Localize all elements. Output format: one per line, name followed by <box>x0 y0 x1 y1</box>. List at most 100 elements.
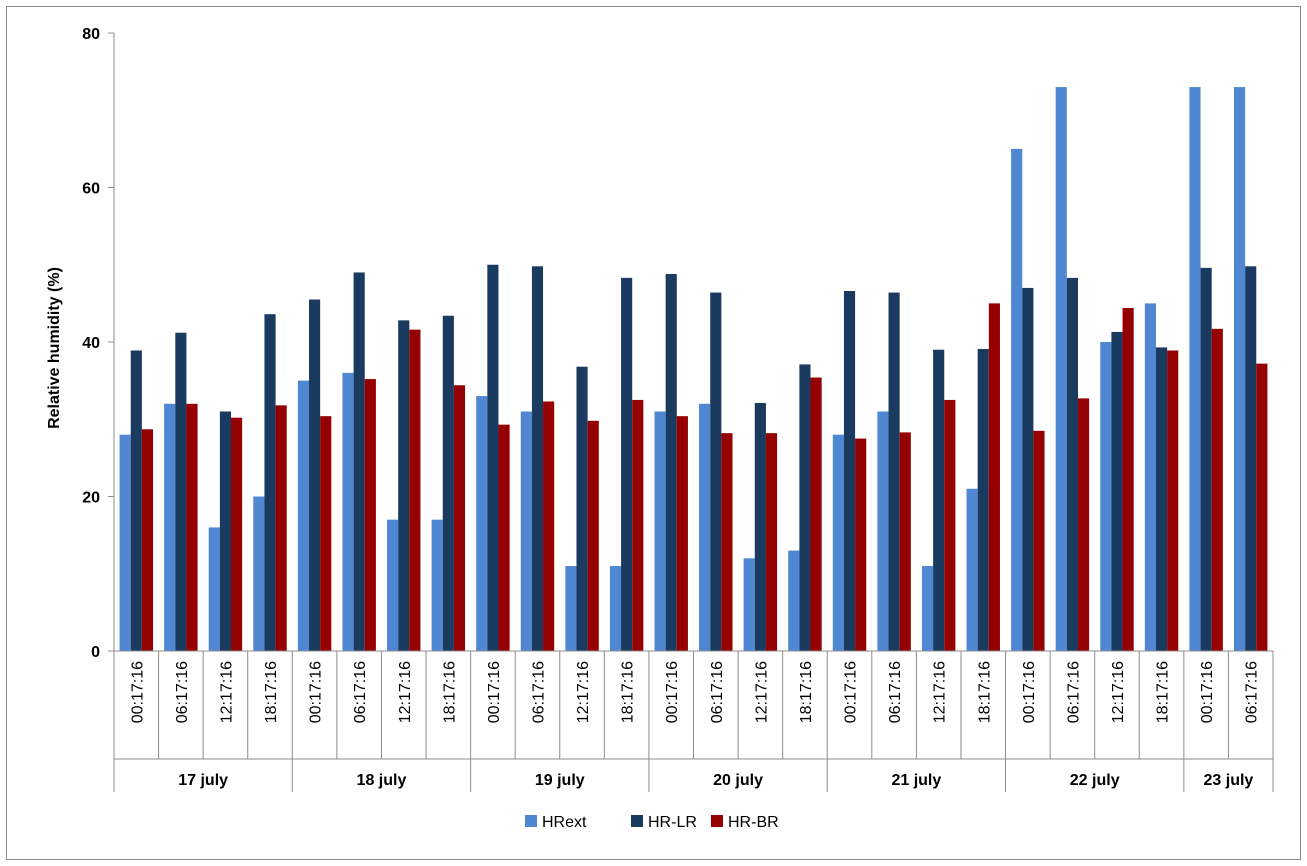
category-label-group: 06:17:16 <box>709 661 726 723</box>
category-label-group: 12:17:16 <box>218 661 235 723</box>
y-tick-label: 40 <box>82 335 100 352</box>
bar-hr-lr <box>754 403 766 651</box>
legend: HRext HR-LR HR-BR <box>525 814 779 831</box>
bar-hr-lr <box>353 272 365 651</box>
category-label-group: 00:17:16 <box>843 661 860 723</box>
bar-hr-lr <box>442 315 454 651</box>
bar-hr-lr <box>487 264 499 651</box>
y-axis-title: Relative humidity (%) <box>46 267 63 429</box>
category-label-group: 12:17:16 <box>575 661 592 723</box>
category-label-group: 18:17:16 <box>263 661 280 723</box>
category-label: 12:17:16 <box>397 661 414 723</box>
legend-label: HRext <box>542 814 587 831</box>
bar-hrext <box>1055 87 1067 651</box>
bar-hr-lr <box>1155 347 1168 651</box>
bar-hrext <box>921 566 934 651</box>
bar-hrext <box>654 411 666 651</box>
category-label: 06:17:16 <box>174 661 191 723</box>
bar-hrext <box>1233 87 1246 651</box>
category-label: 00:17:16 <box>664 661 681 723</box>
category-label: 12:17:16 <box>932 661 949 723</box>
category-label: 18:17:16 <box>976 661 993 723</box>
bar-hr-lr <box>531 266 544 651</box>
y-tick-label: 0 <box>91 644 100 661</box>
bars <box>119 87 1268 651</box>
bar-hr-lr <box>309 299 321 651</box>
bar-hr-lr <box>1200 267 1212 651</box>
bar-hrext <box>387 519 399 651</box>
category-label: 00:17:16 <box>843 661 860 723</box>
category-label-group: 18:17:16 <box>798 661 815 723</box>
category-label-group: 00:17:16 <box>129 661 146 723</box>
y-tick-label: 60 <box>82 181 100 198</box>
y-axis-title-group: Relative humidity (%) <box>46 267 63 429</box>
bar-hrext <box>520 411 532 651</box>
category-label: 12:17:16 <box>753 661 770 723</box>
bar-hr-lr <box>665 274 677 651</box>
bar-hr-br <box>587 420 599 651</box>
bar-hrext <box>253 496 265 651</box>
bar-hr-br <box>810 377 822 651</box>
bar-hrext <box>1144 303 1156 651</box>
bar-hrext <box>119 434 131 651</box>
category-label-group: 12:17:16 <box>1110 661 1127 723</box>
bar-hrext <box>877 411 889 651</box>
category-label: 06:17:16 <box>709 661 726 723</box>
category-label-group: 06:17:16 <box>352 661 369 723</box>
bar-hr-br <box>676 416 688 651</box>
category-label: 12:17:16 <box>575 661 592 723</box>
bar-hr-br <box>721 433 733 651</box>
category-label: 18:17:16 <box>798 661 815 723</box>
y-tick-label: 80 <box>82 26 100 43</box>
category-label: 06:17:16 <box>1065 661 1082 723</box>
bar-hr-lr <box>888 292 900 651</box>
bar-hrext <box>699 403 711 651</box>
x-axis: 00:17:16 06:17:16 12:17:16 18:17:16 00:17:16… <box>113 650 1274 792</box>
bar-hr-lr <box>621 277 633 651</box>
category-label: 06:17:16 <box>352 661 369 723</box>
bar-hrext <box>208 527 220 651</box>
bar-hr-br <box>409 329 421 651</box>
category-label-group: 06:17:16 <box>1244 661 1261 723</box>
bar-hrext <box>476 396 488 651</box>
category-label: 06:17:16 <box>530 661 547 723</box>
bar-hrext <box>342 372 354 651</box>
category-label: 18:17:16 <box>263 661 280 723</box>
bar-chart: Relative humidity (%) 0 20 40 60 80 00:17:16… <box>46 26 1274 831</box>
category-label-group: 00:17:16 <box>1021 661 1038 723</box>
category-label-group: 00:17:16 <box>664 661 681 723</box>
category-label: 06:17:16 <box>1244 661 1261 723</box>
bar-hr-lr <box>264 314 276 651</box>
bar-hrext <box>1100 342 1112 651</box>
bar-hr-br <box>899 432 911 651</box>
bar-hr-br <box>1122 308 1134 651</box>
category-label-group: 12:17:16 <box>932 661 949 723</box>
bar-hrext <box>966 488 978 651</box>
bar-hr-br <box>1211 328 1223 651</box>
bar-hr-br <box>944 399 956 651</box>
bar-hr-lr <box>933 349 945 651</box>
category-label: 18:17:16 <box>441 661 458 723</box>
bar-hr-br <box>231 417 243 651</box>
bar-hr-lr <box>710 292 722 651</box>
bar-hr-br <box>320 416 332 651</box>
y-tick-label: 20 <box>82 490 100 507</box>
bar-hrext <box>743 558 755 651</box>
bar-hr-lr <box>175 332 187 651</box>
category-label-group: 12:17:16 <box>397 661 414 723</box>
bar-hr-lr <box>977 348 989 651</box>
category-label-group: 00:17:16 <box>308 661 325 723</box>
bar-hrext <box>832 434 844 651</box>
chart-frame: Relative humidity (%) 0 20 40 60 80 00:17:16… <box>6 6 1301 860</box>
legend-swatch <box>711 815 723 827</box>
legend-swatch <box>525 815 537 827</box>
bar-hr-br <box>141 429 154 651</box>
bar-hrext <box>1011 148 1023 651</box>
group-label: 17 july <box>178 772 228 789</box>
group-label: 22 july <box>1070 772 1120 789</box>
group-label: 23 july <box>1204 772 1254 789</box>
bar-hr-lr <box>1245 266 1257 651</box>
bar-hrext <box>1189 87 1201 651</box>
bar-hr-br <box>364 379 376 651</box>
bar-hr-lr <box>576 366 588 651</box>
